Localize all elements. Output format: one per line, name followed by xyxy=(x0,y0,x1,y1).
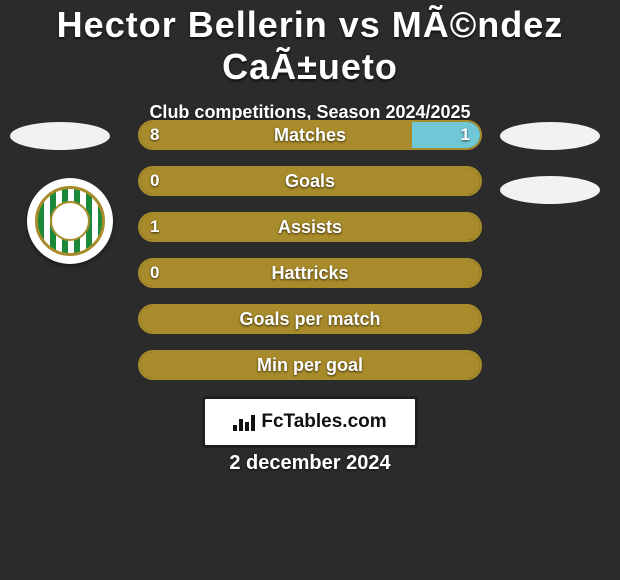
comparison-card: Hector Bellerin vs MÃ©ndez CaÃ±ueto Club… xyxy=(0,0,620,580)
stat-row-gpm: Goals per match xyxy=(0,304,620,334)
stat-bar-assists: Assists1 xyxy=(138,212,482,242)
stat-fill-left xyxy=(140,352,480,378)
stats-chart: Matches81 Goals0 Assists1 Hattricks0 Goals p… xyxy=(0,120,620,396)
stat-bar-hattricks: Hattricks0 xyxy=(138,258,482,288)
page-title: Hector Bellerin vs MÃ©ndez CaÃ±ueto xyxy=(0,0,620,88)
date-label: 2 december 2024 xyxy=(0,452,620,475)
brand-logo-icon xyxy=(233,413,255,431)
stat-bar-mpg: Min per goal xyxy=(138,350,482,380)
stat-fill-left xyxy=(140,306,480,332)
stat-row-hattricks: Hattricks0 xyxy=(0,258,620,288)
stat-bar-goals: Goals0 xyxy=(138,166,482,196)
player-left-placeholder-icon xyxy=(10,122,110,150)
brand-badge[interactable]: FcTables.com xyxy=(202,396,418,448)
stat-fill-left xyxy=(140,214,480,240)
stat-fill-right xyxy=(412,122,480,148)
stat-bar-gpm: Goals per match xyxy=(138,304,482,334)
stat-row-mpg: Min per goal xyxy=(0,350,620,380)
brand-name: FcTables.com xyxy=(261,411,386,433)
stat-bar-matches: Matches81 xyxy=(138,120,482,150)
stat-fill-left xyxy=(140,260,480,286)
club-crest-left-icon xyxy=(27,178,113,264)
stat-fill-left xyxy=(140,122,412,148)
stat-fill-left xyxy=(140,168,480,194)
player-right-placeholder-icon xyxy=(500,122,600,150)
player-right-placeholder-icon xyxy=(500,176,600,204)
